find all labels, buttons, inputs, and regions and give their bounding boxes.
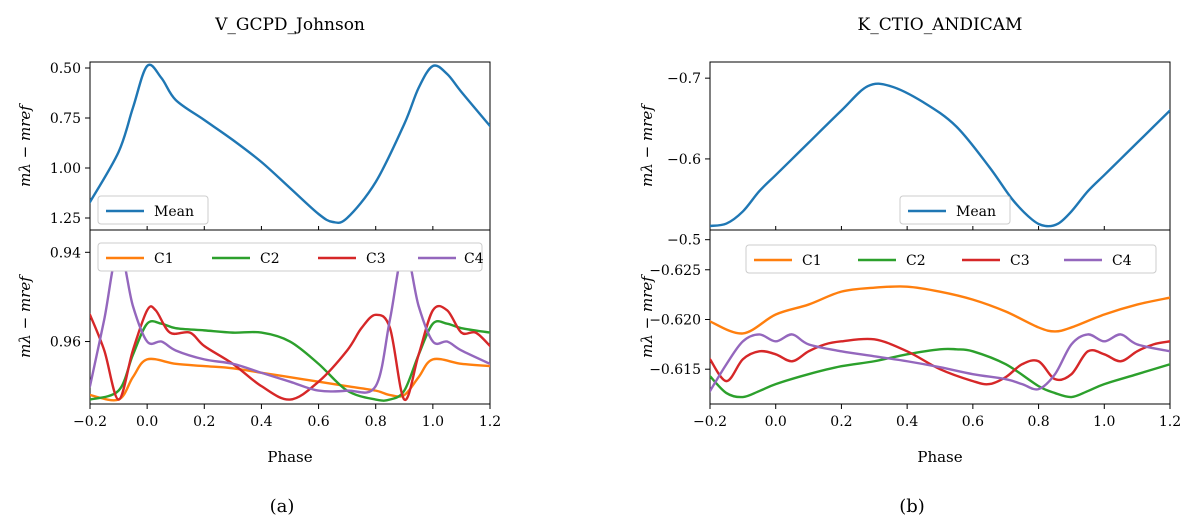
y-tick-label: −0.7 xyxy=(667,71,701,87)
panel-a-caption: (a) xyxy=(270,496,295,517)
series-line-c4 xyxy=(90,246,490,394)
y-tick-label: 0.94 xyxy=(50,245,81,261)
y-tick-label: −0.620 xyxy=(649,312,701,328)
series-line-c4 xyxy=(710,333,1170,393)
panel-b-bottom-legend-frame xyxy=(745,244,1157,274)
x-tick-label: 0.6 xyxy=(307,414,329,430)
legend-label-mean: Mean xyxy=(154,204,194,220)
panel-a-top-legend-frame xyxy=(97,195,209,225)
x-tick-label: 0.2 xyxy=(830,414,852,430)
y-tick-label: −0.5 xyxy=(667,233,701,249)
panel-b-bottom-ylabel: mλ − mref xyxy=(638,274,656,358)
x-tick-label: 0.6 xyxy=(962,414,984,430)
y-tick-label: 0.75 xyxy=(50,111,81,127)
panel-a-bottom-legend: C1 C2 C3 C4 xyxy=(97,242,484,272)
panel-b-title: K_CTIO_ANDICAM xyxy=(858,15,1023,35)
x-tick-label: 1.0 xyxy=(422,414,444,430)
panel-a-top-ylabel: mλ − mref xyxy=(16,103,34,187)
panel-b-top-legend: Mean xyxy=(899,195,1011,225)
panel-b-bottom-series xyxy=(710,285,1170,399)
x-tick-label: 0.4 xyxy=(896,414,918,430)
panel-a-top-series xyxy=(90,63,490,224)
legend-label-mean-b: Mean xyxy=(956,204,996,220)
panel-b-top-yticks: −0.7 −0.6 −0.5 xyxy=(667,71,710,249)
x-tick-label: 0.8 xyxy=(365,414,387,430)
x-tick-label: 0.4 xyxy=(250,414,272,430)
panel-b-top-legend-frame xyxy=(899,195,1011,225)
series-line-mean xyxy=(710,82,1170,228)
panel-b-bottom-yticks: −0.625 −0.620 −0.615 xyxy=(649,263,710,378)
x-tick-label: 0.2 xyxy=(193,414,215,430)
panel-b-xticks: −0.2 0.0 0.2 0.4 0.6 0.8 1.0 1.2 xyxy=(693,226,1181,430)
series-line-c1 xyxy=(710,285,1170,335)
panel-b: K_CTIO_ANDICAM −0.7 −0.6 −0.5 −0.625 −0.620… xyxy=(638,15,1181,517)
legend-label-c3: C3 xyxy=(366,251,386,267)
panel-a-xticks: −0.2 0.0 0.2 0.4 0.6 0.8 1.0 1.2 xyxy=(73,226,501,430)
panel-a-xlabel: Phase xyxy=(267,448,312,466)
y-tick-label: 0.50 xyxy=(50,61,81,77)
legend-label-c1: C1 xyxy=(154,251,174,267)
series-line-c3 xyxy=(710,337,1170,386)
legend-label-c4-b: C4 xyxy=(1112,253,1132,269)
y-tick-label: −0.6 xyxy=(667,152,701,168)
panel-a-title: V_GCPD_Johnson xyxy=(214,15,365,35)
panel-a-bottom-series xyxy=(90,246,490,402)
x-tick-label: −0.2 xyxy=(73,414,107,430)
y-tick-label: −0.615 xyxy=(649,362,701,378)
y-tick-label: 0.96 xyxy=(50,335,81,351)
panel-a-top-legend: Mean xyxy=(97,195,209,225)
panel-a-bottom-ylabel: mλ − mref xyxy=(16,274,34,358)
x-tick-label: 0.0 xyxy=(136,414,158,430)
legend-label-c1-b: C1 xyxy=(802,253,822,269)
x-tick-label: 0.8 xyxy=(1027,414,1049,430)
x-tick-label: −0.2 xyxy=(693,414,727,430)
x-tick-label: 1.2 xyxy=(1159,414,1181,430)
panel-b-top-ylabel: mλ − mref xyxy=(638,103,656,187)
series-line-mean xyxy=(90,63,490,224)
y-tick-label: 1.25 xyxy=(50,211,81,227)
legend-label-c2-b: C2 xyxy=(906,253,926,269)
series-line-c3 xyxy=(90,304,490,401)
y-tick-label: 1.00 xyxy=(50,161,81,177)
panel-b-bottom-axes xyxy=(709,229,1171,405)
legend-label-c4: C4 xyxy=(464,251,484,267)
y-tick-label: −0.625 xyxy=(649,263,701,279)
panel-a-bottom-yticks: 0.94 0.96 xyxy=(50,245,90,351)
panel-a-bottom-legend-frame xyxy=(97,242,483,272)
x-tick-label: 1.0 xyxy=(1093,414,1115,430)
legend-label-c2: C2 xyxy=(260,251,280,267)
series-line-c2 xyxy=(90,320,490,402)
panel-a-top-yticks: 0.50 0.75 1.00 1.25 xyxy=(50,61,90,227)
panel-b-xlabel: Phase xyxy=(917,448,962,466)
series-line-c1 xyxy=(90,357,490,402)
x-tick-label: 0.0 xyxy=(765,414,787,430)
panel-b-top-series xyxy=(710,82,1170,228)
panel-b-bottom-legend: C1 C2 C3 C4 xyxy=(745,244,1157,274)
series-line-c2 xyxy=(710,347,1170,399)
x-tick-label: 1.2 xyxy=(479,414,501,430)
legend-label-c3-b: C3 xyxy=(1010,253,1030,269)
panel-b-caption: (b) xyxy=(899,496,925,517)
panel-a: V_GCPD_Johnson 0.50 0.75 1.00 1.25 0.94 0.96… xyxy=(16,15,501,517)
